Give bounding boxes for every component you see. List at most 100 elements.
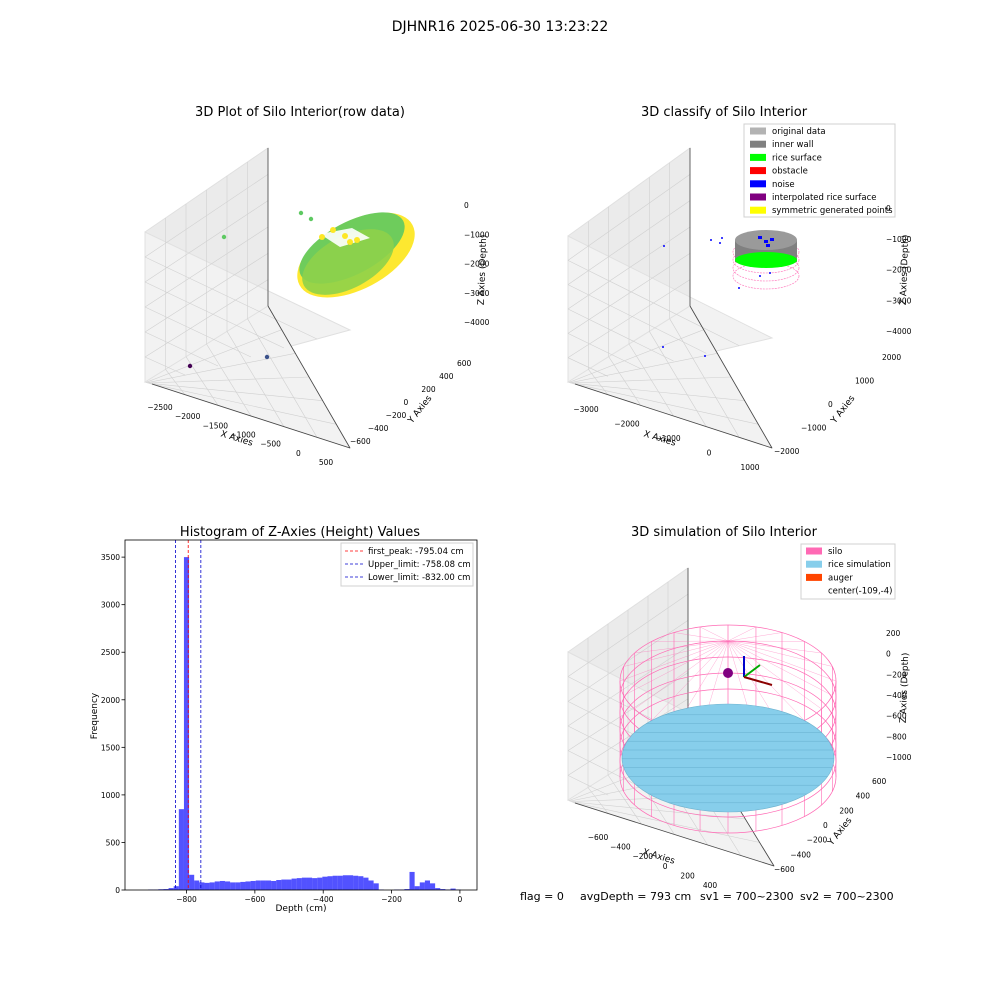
noise-point bbox=[662, 346, 664, 348]
legend-swatch bbox=[806, 547, 822, 555]
histogram-bar bbox=[209, 882, 215, 890]
legend-label: auger bbox=[828, 573, 853, 583]
legend-label: inner wall bbox=[772, 140, 813, 150]
x-tick-label: −500 bbox=[260, 440, 281, 449]
histogram-bar bbox=[291, 878, 297, 890]
histogram-bar bbox=[312, 878, 318, 890]
y-tick-label: 0 bbox=[823, 821, 828, 830]
y-tick-label: 1000 bbox=[855, 377, 874, 386]
z-tick-label: −800 bbox=[886, 732, 907, 741]
histogram-bar bbox=[173, 886, 179, 890]
x-tick-label: 400 bbox=[703, 881, 718, 890]
histogram-bar bbox=[224, 881, 231, 890]
legend-box bbox=[340, 542, 474, 587]
grid-line bbox=[144, 331, 219, 367]
legend-label: first_peak: -795.04 cm bbox=[368, 547, 464, 557]
histogram-bar bbox=[250, 880, 256, 890]
y-tick-label: 2000 bbox=[101, 696, 120, 705]
x-tick-label: −1500 bbox=[203, 421, 229, 430]
z-tick-label: −600 bbox=[886, 712, 907, 721]
y-tick-label: 200 bbox=[839, 806, 854, 815]
histogram-bar bbox=[163, 889, 169, 890]
data-point bbox=[319, 234, 325, 240]
histogram-bar bbox=[219, 880, 225, 890]
y-tick-label: −400 bbox=[790, 850, 811, 859]
rice-surface bbox=[735, 252, 797, 268]
figure-suptitle: DJHNR16 2025-06-30 13:23:22 bbox=[392, 19, 609, 35]
y-tick-label: 2500 bbox=[101, 648, 120, 657]
histogram-bar bbox=[322, 876, 328, 890]
silo-roof-line bbox=[727, 632, 783, 642]
legend-label: Upper_limit: -758.08 cm bbox=[368, 560, 471, 570]
silo-roof-line bbox=[727, 640, 822, 654]
grid-line bbox=[150, 383, 337, 425]
histogram-bar bbox=[301, 877, 307, 890]
y-axis-line bbox=[267, 305, 351, 449]
grid-line bbox=[567, 750, 642, 788]
histogram-legend: first_peak: -795.04 cm Upper_limit: -758.… bbox=[340, 542, 474, 587]
x-tick-label: 1000 bbox=[740, 463, 759, 472]
grid-line bbox=[144, 356, 186, 376]
histogram-bar bbox=[183, 557, 190, 890]
sv1-text: sv1 = 700~2300 bbox=[700, 890, 794, 903]
silo-roof-line bbox=[727, 640, 833, 696]
z-tick-label: −1000 bbox=[886, 753, 912, 762]
auger bbox=[723, 656, 773, 686]
x-tick-label: −3000 bbox=[573, 405, 599, 414]
legend-label: interpolated rice surface bbox=[772, 193, 877, 203]
y-tick-label: −600 bbox=[774, 865, 795, 874]
x-tick-label: 0 bbox=[296, 449, 301, 458]
histogram-bar bbox=[214, 881, 220, 890]
legend-label: rice surface bbox=[772, 153, 822, 163]
legend-label: obstacle bbox=[772, 167, 808, 177]
x-tick-label: −800 bbox=[176, 895, 197, 904]
noise-point bbox=[759, 275, 761, 277]
panel-simulation-3d: 3D simulation of Silo Interior silo rice … bbox=[566, 525, 912, 890]
outlier-point bbox=[298, 210, 304, 216]
y-tick-label: −200 bbox=[807, 836, 828, 845]
z-tick-label: −200 bbox=[886, 670, 907, 679]
histogram-bar bbox=[440, 889, 446, 890]
grid-line bbox=[144, 256, 318, 340]
x-tick-label: −400 bbox=[610, 843, 631, 852]
y-tick-label: 600 bbox=[872, 777, 887, 786]
histogram-bar bbox=[271, 880, 277, 890]
grid-line bbox=[573, 802, 760, 843]
y-tick-label: −2000 bbox=[774, 447, 800, 456]
histogram-bar bbox=[276, 880, 282, 890]
histogram-bar bbox=[230, 882, 236, 890]
z-tick-label: −4000 bbox=[886, 327, 912, 336]
x-tick-label: 500 bbox=[319, 458, 334, 467]
z-tick-label: 0 bbox=[886, 204, 891, 213]
histogram-bar bbox=[260, 880, 266, 890]
y-tick-label: 200 bbox=[421, 385, 436, 394]
legend-swatch bbox=[750, 193, 766, 201]
x-tick-label: −400 bbox=[313, 895, 334, 904]
histogram-bars bbox=[148, 557, 461, 890]
panel-classify-3d: 3D classify of Silo Interior original da… bbox=[566, 105, 912, 472]
x-axis-line bbox=[574, 383, 773, 449]
silo-roof-line bbox=[699, 626, 729, 642]
x-axis-label: Depth (cm) bbox=[275, 904, 326, 914]
noise-point bbox=[764, 240, 768, 243]
x-tick-label: −200 bbox=[381, 895, 402, 904]
rice-surface-points bbox=[297, 212, 415, 298]
axis-arrow-x bbox=[743, 676, 773, 686]
histogram-bar bbox=[194, 880, 200, 890]
silo-roof-line bbox=[651, 640, 729, 721]
z-tick-label: 200 bbox=[886, 629, 901, 638]
outlier-point bbox=[221, 234, 227, 240]
silo-roof-line bbox=[727, 640, 805, 721]
wall-ring bbox=[732, 262, 800, 290]
noise-point bbox=[721, 237, 723, 239]
histogram-bar bbox=[404, 889, 410, 890]
panel-title: 3D simulation of Silo Interior bbox=[631, 525, 818, 540]
histogram-bar bbox=[317, 877, 323, 890]
legend-label: silo bbox=[828, 547, 842, 557]
y-tick-label: 400 bbox=[856, 792, 871, 801]
auger-marker bbox=[723, 668, 733, 678]
histogram-bar bbox=[353, 875, 359, 890]
histogram-bar bbox=[327, 876, 333, 890]
x-tick-label: −1000 bbox=[655, 434, 681, 443]
reference-lines bbox=[175, 540, 202, 890]
